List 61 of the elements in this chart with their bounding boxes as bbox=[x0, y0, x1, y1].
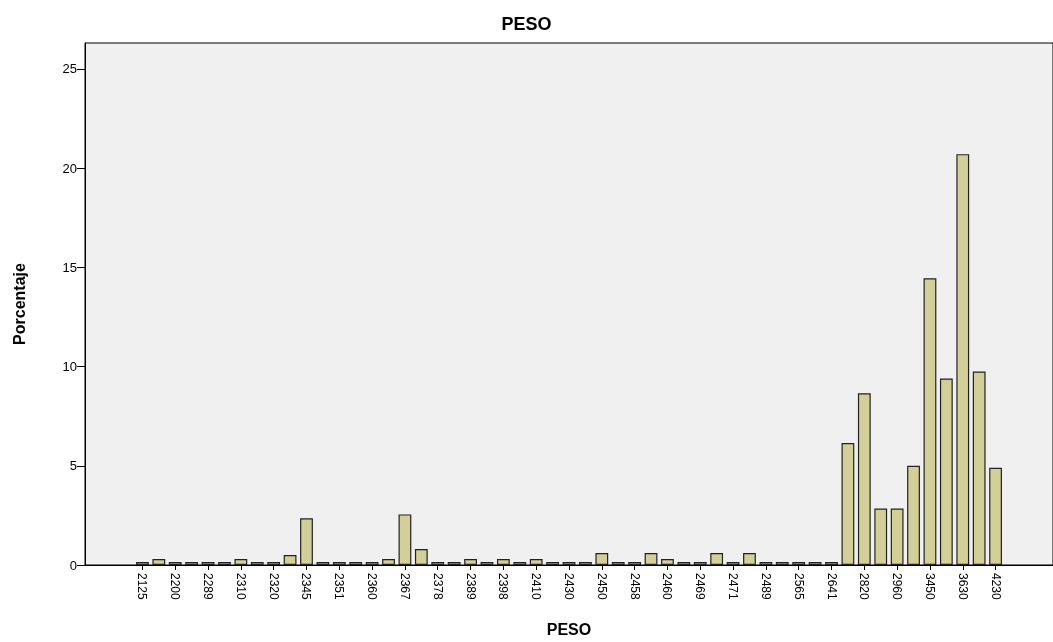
y-tick-label: 25 bbox=[62, 61, 77, 77]
bar bbox=[841, 442, 855, 565]
y-tick-label: 15 bbox=[62, 259, 77, 275]
bar bbox=[939, 378, 953, 565]
chart-title: PESO bbox=[501, 14, 552, 34]
y-tick-label: 0 bbox=[69, 557, 77, 573]
bar bbox=[972, 371, 986, 565]
x-tick-label: 2450 bbox=[594, 573, 609, 601]
bar bbox=[857, 393, 871, 565]
x-tick-label: 2489 bbox=[758, 573, 773, 601]
bar bbox=[989, 467, 1002, 565]
bar bbox=[496, 559, 510, 565]
x-tick-label: 2367 bbox=[397, 573, 412, 601]
bar bbox=[152, 559, 166, 565]
bar bbox=[283, 555, 297, 565]
bar bbox=[464, 559, 477, 565]
bar bbox=[595, 553, 609, 565]
bar bbox=[923, 278, 937, 565]
x-tick-label: 2460 bbox=[660, 573, 675, 601]
x-tick-label: 3450 bbox=[922, 573, 937, 601]
x-axis-title: PESO bbox=[546, 620, 592, 638]
bar bbox=[644, 553, 658, 565]
bar bbox=[398, 514, 412, 565]
x-tick-label: 2200 bbox=[168, 573, 183, 601]
bar bbox=[890, 508, 904, 565]
bar bbox=[907, 465, 920, 565]
bar bbox=[661, 559, 674, 565]
x-tick-label: 2320 bbox=[266, 573, 281, 601]
y-tick-label: 10 bbox=[62, 359, 77, 375]
x-tick-label: 2310 bbox=[233, 573, 248, 601]
x-tick-label: 2458 bbox=[627, 573, 642, 601]
bar bbox=[874, 508, 888, 565]
y-tick-label: 5 bbox=[69, 458, 77, 474]
x-tick-label: 2820 bbox=[857, 573, 872, 601]
bar bbox=[956, 154, 970, 565]
bar bbox=[710, 553, 724, 565]
bar bbox=[300, 518, 313, 565]
bar bbox=[382, 559, 395, 565]
x-tick-label: 2389 bbox=[463, 573, 478, 601]
x-tick-label: 2360 bbox=[365, 573, 380, 601]
x-tick-label: 2351 bbox=[332, 573, 347, 601]
x-tick-label: 4230 bbox=[988, 573, 1003, 601]
x-tick-label: 3630 bbox=[955, 573, 970, 601]
x-tick-label: 2471 bbox=[726, 573, 741, 601]
x-tick-label: 2410 bbox=[529, 573, 544, 601]
bar bbox=[414, 549, 428, 565]
y-tick-label: 20 bbox=[62, 160, 77, 176]
x-tick-label: 2345 bbox=[299, 573, 314, 601]
x-tick-label: 2398 bbox=[496, 573, 511, 601]
x-tick-label: 2641 bbox=[824, 573, 839, 601]
x-tick-label: 2430 bbox=[562, 573, 576, 601]
y-axis-title: Porcentaje bbox=[10, 262, 28, 345]
bar bbox=[234, 559, 248, 565]
bar bbox=[529, 559, 543, 565]
x-tick-label: 2378 bbox=[430, 573, 445, 601]
x-tick-label: 2565 bbox=[791, 573, 806, 601]
x-tick-label: 2125 bbox=[135, 573, 150, 601]
x-tick-label: 2960 bbox=[890, 573, 905, 601]
x-tick-label: 2289 bbox=[201, 573, 216, 601]
x-tick-label: 2469 bbox=[693, 573, 708, 601]
bar bbox=[743, 553, 756, 565]
